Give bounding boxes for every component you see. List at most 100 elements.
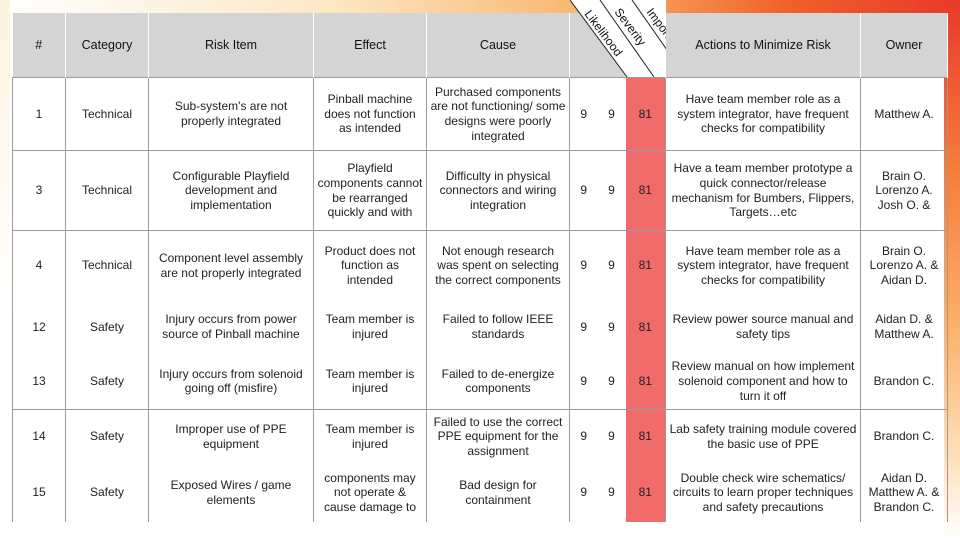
row-id: 15	[12, 463, 66, 522]
row-risk-item-text: Configurable Playfield development and i…	[172, 168, 290, 212]
row-owner-text: Brandon C.	[873, 373, 935, 388]
row-cause-text: Failed to de-energize components	[441, 366, 555, 396]
row-risk-item: Sub-system's are not properly integrated	[148, 77, 314, 151]
row-category: Technical	[65, 77, 149, 151]
row-actions: Have a team member prototype a quick con…	[665, 150, 862, 231]
row-cause-text: Purchased components are not functioning…	[430, 84, 566, 143]
row-owner: Matthew A.	[860, 77, 949, 151]
row-category: Technical	[65, 150, 149, 231]
header-effect: Effect	[313, 13, 427, 78]
row-actions: Review manual on how implement solenoid …	[665, 353, 862, 410]
row-risk-item-text: Improper use of PPE equipment	[175, 422, 287, 451]
row-actions: Lab safety training module covered the b…	[665, 409, 862, 464]
row-cause: Failed to use the correct PPE equipment …	[426, 409, 570, 464]
row-likelihood: 9	[570, 301, 598, 354]
row-effect-text: components may not operate & cause damag…	[323, 470, 417, 514]
row-id-text: 4	[35, 258, 43, 273]
row-cause: Failed to de-energize components	[426, 353, 570, 410]
row-actions: Review power source manual and safety ti…	[665, 300, 862, 354]
top-accent-bar	[0, 0, 960, 14]
row-severity-text: 9	[608, 106, 615, 121]
row-severity: 9	[597, 409, 626, 464]
row-owner: Aidan D. & Matthew A.	[860, 300, 949, 354]
row-effect-text: Playfield components cannot be rearrange…	[317, 161, 423, 220]
row-likelihood: 9	[569, 230, 598, 301]
row-effect-text: Product does not function as intended	[324, 243, 416, 288]
row-effect: Team member is injured	[313, 353, 427, 410]
row-cause: Failed to follow IEEE standards	[426, 300, 570, 354]
row-cause-text: Not enough research was spent on selecti…	[435, 243, 561, 288]
row-category-text: Technical	[81, 258, 133, 273]
row-importance: 81	[625, 77, 667, 151]
row-importance-text: 81	[638, 429, 652, 444]
header-row: # Category Risk Item Effect Cause Likeli…	[12, 0, 949, 78]
row-likelihood-text: 9	[580, 319, 588, 334]
row-category: Safety	[65, 409, 149, 464]
row-category-text: Technical	[81, 106, 133, 121]
row-importance: 81	[625, 409, 667, 464]
row-likelihood-text: 9	[580, 373, 588, 388]
table-row: 4 Technical Component level assembly are n…	[12, 230, 949, 301]
row-cause-text: Failed to follow IEEE standards	[442, 312, 554, 341]
row-risk-item-text: Sub-system's are not properly integrated	[174, 99, 288, 128]
row-effect-text: Team member is injured	[325, 366, 415, 396]
row-category: Technical	[65, 230, 149, 301]
row-owner-text: Brandon C.	[873, 429, 935, 444]
row-importance-text: 81	[638, 106, 652, 121]
row-category: Safety	[65, 353, 149, 410]
table-row: 13 Safety Injury occurs from solenoid goin…	[12, 353, 949, 410]
row-category-text: Technical	[81, 183, 133, 198]
row-likelihood-text: 9	[580, 485, 588, 500]
row-severity: 9	[597, 230, 626, 301]
table-body: 1 Technical Sub-system's are not properly …	[12, 77, 949, 522]
row-severity: 9	[598, 354, 626, 410]
row-effect: Team member is injured	[313, 409, 427, 464]
row-effect: Pinball machine does not function as int…	[313, 77, 427, 151]
row-actions-text: Have a team member prototype a quick con…	[671, 161, 855, 220]
row-category-text: Safety	[89, 373, 125, 388]
row-risk-item: Component level assembly are not properl…	[148, 230, 314, 301]
row-risk-item: Improper use of PPE equipment	[148, 409, 314, 464]
row-severity-text: 9	[608, 319, 615, 334]
row-cause: Purchased components are not functioning…	[426, 77, 570, 151]
row-cause-text: Difficulty in physical connectors and wi…	[439, 168, 557, 212]
header-owner: Owner	[860, 13, 949, 78]
row-actions-text: Review power source manual and safety ti…	[672, 312, 854, 341]
row-likelihood: 9	[569, 409, 598, 464]
row-cause-text: Failed to use the correct PPE equipment …	[433, 414, 563, 459]
row-risk-item-text: Injury occurs from solenoid going off (m…	[159, 366, 303, 396]
row-id-text: 15	[32, 485, 46, 500]
row-severity-text: 9	[608, 429, 615, 444]
row-actions-text: Lab safety training module covered the b…	[669, 422, 857, 451]
row-risk-item: Injury occurs from power source of Pinba…	[148, 300, 314, 354]
row-severity-text: 9	[608, 373, 615, 388]
row-id: 13	[12, 353, 66, 410]
row-likelihood: 9	[570, 354, 598, 410]
diagonal-line-1	[570, 0, 628, 77]
row-id: 12	[12, 300, 66, 354]
row-owner: Brandon C.	[860, 409, 949, 464]
row-importance-text: 81	[638, 319, 652, 334]
row-importance: 81	[625, 230, 667, 301]
row-effect: components may not operate & cause damag…	[313, 463, 427, 522]
row-cause: Difficulty in physical connectors and wi…	[426, 150, 570, 231]
row-owner: Brain O. Lorenzo A. & Aidan D.	[860, 230, 949, 301]
header-cause: Cause	[426, 13, 570, 78]
diagonal-header-bg	[570, 0, 666, 77]
row-owner: Aidan D. Matthew A. & Brandon C.	[860, 463, 949, 522]
row-severity: 9	[598, 464, 626, 522]
row-owner-text: Aidan D. & Matthew A.	[874, 312, 934, 341]
row-severity-text: 9	[608, 258, 615, 273]
row-cause: Not enough research was spent on selecti…	[426, 230, 570, 301]
row-category: Safety	[65, 300, 149, 354]
row-id-text: 3	[35, 183, 43, 198]
row-importance: 81	[625, 150, 667, 231]
row-category-text: Safety	[89, 319, 125, 334]
row-category-text: Safety	[89, 429, 125, 444]
row-id: 1	[12, 77, 66, 151]
row-likelihood-text: 9	[580, 106, 588, 121]
table-row: 15 Safety Exposed Wires / game elements com…	[12, 463, 949, 522]
row-risk-item-text: Injury occurs from power source of Pinba…	[162, 312, 300, 341]
row-risk-item: Injury occurs from solenoid going off (m…	[148, 353, 314, 410]
row-importance: 81	[625, 300, 667, 354]
